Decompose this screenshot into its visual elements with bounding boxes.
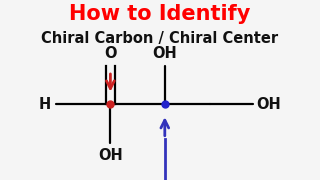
Text: How to Identify: How to Identify: [69, 4, 251, 24]
Text: OH: OH: [98, 148, 123, 163]
Text: Chiral Carbon / Chiral Center: Chiral Carbon / Chiral Center: [41, 31, 279, 46]
Text: OH: OH: [152, 46, 177, 61]
Text: O: O: [104, 46, 117, 61]
Text: OH: OH: [256, 97, 281, 112]
Text: H: H: [39, 97, 51, 112]
